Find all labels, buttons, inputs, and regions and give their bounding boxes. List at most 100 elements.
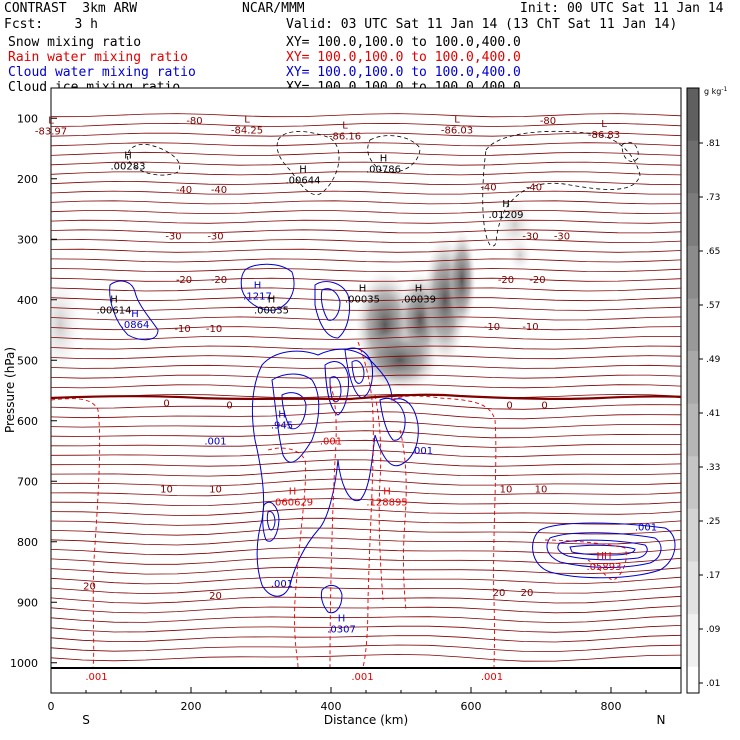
isotherm-label: 10 (500, 485, 513, 496)
contour-value-label: .001 (635, 523, 657, 534)
isotherm-line (51, 401, 681, 410)
organization: NCAR/MMM (242, 1, 305, 16)
extremum-marker: H (380, 154, 388, 165)
extremum-marker: L (244, 114, 250, 125)
colorbar-tick-label: .57 (706, 301, 720, 311)
temperature-isotherms (51, 113, 681, 662)
isotherm-line (51, 161, 681, 166)
colorbar-segment (687, 561, 699, 615)
extremum-marker: H (299, 165, 307, 176)
extremum-value: .00283 (111, 162, 146, 173)
isotherm-label: -30 (522, 232, 538, 243)
colorbar-segment (687, 193, 699, 247)
y-tick-label: 900 (17, 596, 38, 609)
rain-water-contours (51, 341, 627, 668)
field-name-snow: Snow mixing ratio (8, 35, 142, 50)
y-axis-title: Pressure (hPa) (3, 347, 17, 433)
isotherm-line (51, 566, 681, 575)
isotherm-label: -40 (480, 183, 496, 194)
isotherm-label: 0 (226, 400, 232, 411)
extremum-value: .00035 (345, 295, 380, 306)
extremum-marker: L (48, 116, 54, 127)
extremum-marker: H (415, 284, 423, 295)
isotherm-line (51, 113, 681, 118)
y-tick-label: 400 (17, 294, 38, 307)
colorbar-tick-label: .25 (706, 517, 720, 527)
extremum-marker: H (124, 151, 132, 162)
isotherm-line (51, 239, 681, 244)
isotherm-line (51, 151, 681, 156)
extremum-marker: H (359, 284, 367, 295)
isotherm-line (51, 345, 681, 350)
colorbar-tick-label: .73 (706, 193, 720, 203)
colorbar-segment (687, 614, 699, 668)
extremum-marker: H (338, 613, 346, 624)
field-name-rain: Rain water mixing ratio (8, 50, 189, 65)
isotherm-line (51, 277, 681, 282)
y-tick-label: 800 (17, 536, 38, 549)
extremum-marker: L (454, 114, 460, 125)
isotherm-label: -80 (540, 116, 556, 127)
y-tick-label: 200 (17, 173, 38, 186)
extremum-value: .945 (271, 421, 293, 432)
isotherm-line (51, 229, 681, 234)
isotherm-line (51, 498, 681, 507)
isotherm-label: -10 (206, 324, 222, 335)
colorbar-segment (687, 298, 699, 352)
extremum-value: .00614 (97, 306, 132, 317)
extrema-labels: L-83.97L-84.25 L-86.16L-86.03L-86.83H.002… (35, 114, 622, 635)
isotherm-line (51, 142, 681, 147)
extremum-marker: H (383, 486, 391, 497)
extremum-value: .1217 (243, 292, 272, 303)
isotherm-line (51, 468, 681, 477)
extremum-value: .00039 (401, 295, 436, 306)
isotherm-line (51, 297, 681, 302)
colorbar: g kg-1 .81 .73 .65 .57 .49 .41 .33 .25 .17 .09 .01 (686, 86, 728, 720)
colorbar-unit: g kg-1 (704, 86, 728, 96)
extremum-value: .00786 (366, 165, 401, 176)
y-tick-label: 600 (17, 415, 38, 428)
x-axis-title: Distance (km) (324, 713, 408, 727)
isotherm-line (51, 171, 681, 176)
isotherm-line (51, 336, 681, 340)
x-tick-label: 800 (601, 700, 622, 713)
contour-value-labels: .001 .001 .001 .001 .001 .001 .001 .001 (85, 437, 657, 683)
isotherm-line (51, 644, 681, 653)
freezing-level-line (51, 393, 681, 401)
extremum-value: .0864 (121, 320, 150, 331)
isotherm-label: -20 (176, 275, 192, 286)
isotherm-line (51, 595, 681, 604)
extremum-marker: L (601, 119, 607, 130)
isotherm-line (51, 537, 681, 546)
colorbar-segment (687, 456, 699, 510)
isotherm-label: -80 (186, 116, 202, 127)
colorbar-tick-label: .49 (706, 355, 721, 365)
x-axis: 0 200 400 600 800 (48, 687, 647, 713)
isotherm-line (51, 586, 681, 595)
isotherm-line (51, 420, 681, 429)
extremum-value: .00644 (286, 176, 321, 187)
isotherm-line (51, 625, 681, 633)
isotherm-line (51, 132, 681, 137)
isotherm-line (51, 384, 681, 389)
isotherm-line (51, 576, 681, 585)
end-label-right: N (657, 713, 666, 727)
isotherm-line (51, 180, 681, 185)
isotherm-label: 20 (83, 581, 96, 592)
isotherm-line (51, 449, 681, 458)
isotherm-label: -40 (176, 185, 192, 196)
colorbar-segment (687, 351, 699, 405)
isotherm-label: -10 (174, 324, 190, 335)
extremum-value: .060629 (272, 497, 313, 508)
extremum-value: -86.16 (329, 131, 361, 142)
x-tick-label: 200 (181, 700, 202, 713)
isotherm-line (51, 248, 681, 253)
isotherm-line (51, 219, 681, 224)
temperature-labels: -80 -80 -40 -40 -40 -40 -30 -30 -30 -30 -20 -20 -20 -… (83, 116, 570, 602)
colorbar-tick-label: .65 (706, 247, 720, 257)
extremum-value: -86.03 (441, 125, 473, 136)
extremum-marker: HH (596, 551, 611, 562)
isotherm-label: -10 (522, 322, 538, 333)
extremum-marker: H (268, 295, 276, 306)
extremum-marker: H (502, 199, 510, 210)
